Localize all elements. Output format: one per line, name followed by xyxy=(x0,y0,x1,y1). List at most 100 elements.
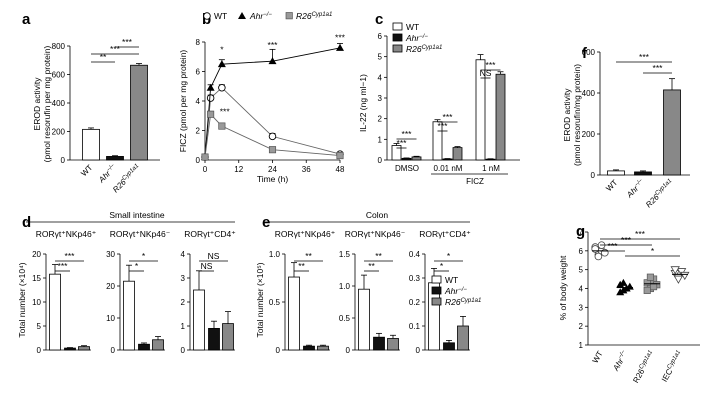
panel-b-ylabel: FICZ (pmol per mg protein) xyxy=(178,50,188,153)
panel-d-sub2-sig-label: NS xyxy=(201,261,213,271)
panel-b-point-r26 xyxy=(218,122,226,130)
panel-d-sub2-y-tick-label: 2 xyxy=(181,298,186,307)
panel-c-sig-label: *** xyxy=(443,112,454,122)
panel-b-y-tick-label: 4 xyxy=(196,97,201,106)
panel-b-legend-r26: R26Cyp1a1 xyxy=(296,11,332,21)
panel-a-sig-label: *** xyxy=(110,44,121,54)
panel-e-sub0-bar-2 xyxy=(317,345,329,351)
panel-g-sig-label: *** xyxy=(635,229,646,239)
panel-e-legend-wt: WT xyxy=(445,275,458,285)
panel-d-sub0-bar-2 xyxy=(78,346,90,351)
panel-b-annotation: *** xyxy=(268,40,279,50)
panel-b-point-ahr xyxy=(336,43,344,51)
panel-a-category-label: WT xyxy=(79,163,94,178)
panel-b-point-wt xyxy=(206,94,215,102)
panel-d-sub2-y-tick-label: 0 xyxy=(181,346,186,355)
panel-label-e: e xyxy=(262,214,270,231)
panel-f-y-tick-label: 600 xyxy=(582,48,596,57)
panel-c-group-001: 0.01 nM xyxy=(434,164,463,173)
panel-c-sig-label: NS xyxy=(480,68,492,78)
panel-g-y-tick-label: 5 xyxy=(579,266,584,275)
panel-c-y-tick-label: 4 xyxy=(378,73,383,82)
panel-a-bar-0 xyxy=(82,128,100,161)
panel-g-point-r26 xyxy=(643,286,651,294)
panel-b-y-tick-label: 0 xyxy=(196,156,201,165)
panel-d-sub1-sig-label: * xyxy=(142,251,146,261)
panel-b-y-tick-label: 2 xyxy=(196,127,201,136)
panel-e-sub0-y-tick-label: 0.5 xyxy=(269,298,281,307)
panel-e-subtitle-2: RORγt⁺CD4⁺ xyxy=(419,229,470,239)
panel-f-ylabel: EROD activity(pmol resorufin/mg protein) xyxy=(562,64,582,166)
panel-f-sig-label: *** xyxy=(653,63,664,73)
panel-e-sub1-sig-label: ** xyxy=(375,251,382,261)
panel-b-legend-wt: WT xyxy=(214,11,227,21)
panel-e-sub1-y-tick-label: 1.5 xyxy=(339,250,351,259)
panel-c-legend-r26: R26Cyp1a1 xyxy=(406,44,442,54)
panel-e-sub0-sig-label: ** xyxy=(298,261,305,271)
panel-f-y-tick-label: 200 xyxy=(582,130,596,139)
panel-c-y-tick-label: 5 xyxy=(378,53,383,62)
panel-c-y-tick-label: 6 xyxy=(378,32,383,41)
panel-d-sub1-y-tick-label: 30 xyxy=(106,250,115,259)
panel-b-x-tick-label: 12 xyxy=(234,165,243,174)
panel-e-subtitle-0: RORγt⁺NKp46⁺ xyxy=(275,229,335,239)
panel-b-legend-r26-marker xyxy=(285,12,293,20)
panel-e-sub2-y-tick-label: 0 xyxy=(416,346,421,355)
panel-b-xlabel: Time (h) xyxy=(257,174,288,184)
panel-g-y-tick-label: 6 xyxy=(579,247,584,256)
panel-f-bar-2 xyxy=(663,89,681,176)
panel-f-category-label: WT xyxy=(604,178,619,193)
panel-d-sub0-sig-label: *** xyxy=(58,261,69,271)
panel-g-sig-label: *** xyxy=(608,241,619,251)
panel-b-annotation: *** xyxy=(335,33,346,43)
panel-e-sub2-bar-1 xyxy=(443,342,455,351)
panel-b-x-tick-label: 24 xyxy=(268,165,277,174)
panel-d-sub1-bar-2 xyxy=(152,339,164,351)
panel-b-annotation: * xyxy=(220,44,224,54)
panel-e-sub0-y-tick-label: 0 xyxy=(276,346,281,355)
panel-c-bar-2-0 xyxy=(411,156,422,161)
panel-d-sub2-y-tick-label: 1 xyxy=(181,322,186,331)
panel-g-point-ahr xyxy=(619,278,628,286)
panel-label-f: f xyxy=(582,45,588,62)
panel-c-bar-1-1 xyxy=(442,158,453,161)
panel-b-x-tick-label: 36 xyxy=(302,165,311,174)
panel-c-sig-label: *** xyxy=(397,138,408,148)
panel-d-ylabel: Total number (×10⁴) xyxy=(17,262,27,337)
panel-e-sub2-y-tick-label: 0.4 xyxy=(409,250,421,259)
panel-label-g: g xyxy=(576,223,585,240)
panel-b-point-wt xyxy=(268,132,277,141)
panel-g-ylabel: % of body weight xyxy=(558,255,568,320)
panel-d-sub2-y-tick-label: 3 xyxy=(181,274,186,283)
panel-label-d: d xyxy=(22,214,31,231)
panel-c-legend-wt: WT xyxy=(406,22,419,32)
panel-g-category-label: IECCyp1a1 xyxy=(660,350,685,384)
panel-g-point-r26 xyxy=(646,273,654,281)
panel-c-sig-label: *** xyxy=(486,60,497,70)
panel-c-y-tick-label: 0 xyxy=(378,156,383,165)
panel-d-sub0-bar-1 xyxy=(64,347,76,351)
panel-b-series-line-1 xyxy=(204,47,341,158)
panel-e-title: Colon xyxy=(366,210,388,220)
panel-f-bar-0 xyxy=(607,170,625,176)
panel-c-legend-swatch-2 xyxy=(392,44,403,53)
panel-d-sub1-y-tick-label: 20 xyxy=(106,282,115,291)
panel-d-sub0-y-tick-label: 10 xyxy=(32,298,41,307)
panel-b-legend-wt-marker xyxy=(203,12,211,20)
panel-b-legend-ahr: Ahr−/− xyxy=(249,11,272,21)
panel-e-sub2-sig-label: * xyxy=(447,251,451,261)
panel-c-group-title: FICZ xyxy=(466,177,484,186)
panel-d-sub0-y-tick-label: 15 xyxy=(32,274,41,283)
panel-e-subtitle-1: RORγt⁺NKp46⁻ xyxy=(345,229,405,239)
panel-g-y-tick-label: 7 xyxy=(579,228,584,237)
panel-c-y-tick-label: 2 xyxy=(378,115,383,124)
panel-e-legend-swatch-0 xyxy=(431,275,442,284)
panel-d-sub2-bar-1 xyxy=(208,327,220,351)
panel-g-point-iec xyxy=(670,266,680,275)
panel-b-point-r26 xyxy=(336,152,344,160)
panel-g-point-wt xyxy=(594,252,603,261)
panel-f-category-label: R26Cyp1a1 xyxy=(644,178,675,209)
panel-b-point-r26 xyxy=(201,153,209,161)
panel-d-sub0-bar-0 xyxy=(49,273,61,351)
